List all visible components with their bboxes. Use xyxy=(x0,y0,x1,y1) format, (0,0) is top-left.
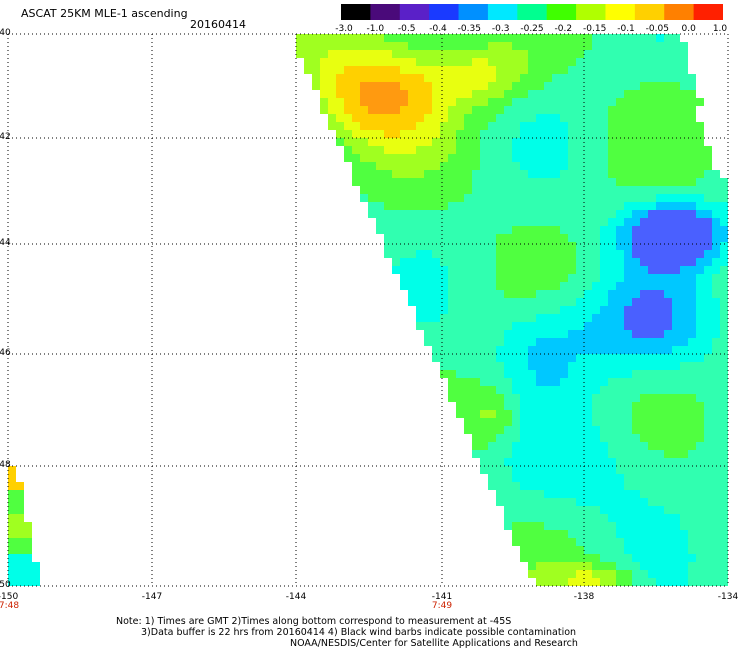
colorbar-swatch xyxy=(664,4,695,20)
swath-data-left xyxy=(8,466,40,586)
colorbar-label: -0.2 xyxy=(554,24,573,34)
time-label: 7:49 xyxy=(431,601,453,611)
colorbar-label: -0.1 xyxy=(617,24,635,34)
colorbar-swatch xyxy=(605,4,636,20)
note-line-1: Note: 1) Times are GMT 2)Times along bot… xyxy=(116,616,512,627)
colorbar-label: -3.0 xyxy=(335,24,353,34)
latitude-label: -50 xyxy=(0,580,11,590)
map-title: ASCAT 25KM MLE-1 ascending xyxy=(21,7,188,20)
latitude-label: -48 xyxy=(0,460,11,470)
colorbar-swatch xyxy=(693,4,723,20)
colorbar-swatch xyxy=(546,4,577,20)
colorbar-swatch xyxy=(458,4,489,20)
longitude-label: -147 xyxy=(141,592,163,602)
colorbar-label: -0.25 xyxy=(520,24,544,34)
colorbar-label: -1.0 xyxy=(366,24,385,34)
colorbar-label: -0.4 xyxy=(429,24,447,34)
colorbar-swatch xyxy=(370,4,401,20)
time-label: 7:48 xyxy=(0,601,20,611)
lat-lon-grid xyxy=(7,33,729,587)
longitude-label: -134 xyxy=(717,592,739,602)
note-line-3: NOAA/NESDIS/Center for Satellite Applica… xyxy=(290,638,578,649)
swath-data xyxy=(296,34,728,586)
colorbar-label: -0.05 xyxy=(645,24,669,34)
colorbar-swatch xyxy=(517,4,548,20)
colorbar-label: -0.5 xyxy=(397,24,416,34)
map-date: 20160414 xyxy=(190,18,246,31)
colorbar-swatch xyxy=(487,4,518,20)
colorbar-swatch xyxy=(341,4,371,20)
colorbar-swatch xyxy=(399,4,430,20)
colorbar xyxy=(341,4,723,20)
longitude-label: -141 xyxy=(431,592,453,602)
colorbar-swatch xyxy=(634,4,665,20)
colorbar-swatch xyxy=(576,4,606,20)
latitude-label: -44 xyxy=(0,238,11,248)
colorbar-label: -0.3 xyxy=(491,24,510,34)
longitude-label: -144 xyxy=(285,592,307,602)
colorbar-label: -0.35 xyxy=(457,24,481,34)
colorbar-label: 0.0 xyxy=(681,24,696,34)
colorbar-swatch xyxy=(429,4,460,20)
longitude-label: -138 xyxy=(573,592,595,602)
latitude-label: -42 xyxy=(0,132,11,142)
note-line-2: 3)Data buffer is 22 hrs from 20160414 4)… xyxy=(141,627,577,638)
longitude-label: -150 xyxy=(0,592,19,602)
colorbar-label: -0.15 xyxy=(583,24,607,34)
colorbar-label: 1.0 xyxy=(712,24,728,34)
latitude-label: -46 xyxy=(0,348,11,358)
latitude-label: -40 xyxy=(0,28,11,38)
